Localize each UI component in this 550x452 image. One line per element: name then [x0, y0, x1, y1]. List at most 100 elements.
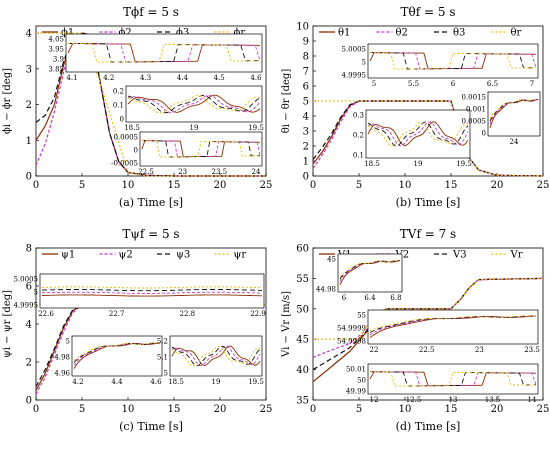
- inset-x-tick-label: 4.6: [150, 378, 162, 386]
- y-tick-label: 40: [296, 365, 309, 376]
- inset-series-line: [68, 43, 261, 63]
- inset-y-tick-label: 4.9995: [14, 302, 39, 310]
- plot-area-frame: [312, 247, 544, 401]
- inset-x-tick-label: 4.2: [103, 74, 114, 82]
- inset-x-tick-label: 22.9: [250, 310, 266, 318]
- x-tick-label: 10: [399, 404, 412, 415]
- inset-y-tick-label: 0.001: [466, 106, 486, 114]
- x-tick-label: 25: [537, 180, 550, 191]
- y-tick-label: 5: [303, 97, 309, 108]
- inset-x-tick-label: 19.5: [456, 160, 472, 168]
- y-axis-label: Vi − Vr [m/s]: [281, 291, 292, 358]
- y-tick-label: 1: [303, 157, 309, 168]
- inset-x-tick-label: 14: [528, 396, 537, 404]
- inset-series-line: [339, 260, 401, 280]
- inset-y-tick-label: -0.0005: [111, 160, 138, 168]
- y-tick-label: 4: [26, 29, 32, 40]
- y-tick-label: 55: [296, 274, 309, 285]
- legend-label: Vr: [510, 250, 523, 261]
- inset-x-tick-label: 19.5: [248, 378, 264, 386]
- y-tick-label: 2: [26, 100, 32, 111]
- inset-x-tick-label: 12.5: [406, 396, 422, 404]
- y-tick-label: 35: [296, 396, 309, 407]
- inset-x-tick-label: 23: [178, 168, 187, 176]
- inset-1: 6 6.4 6.8 45 44.98: [316, 253, 403, 302]
- inset-1: 4.1 4.2 4.3 4.4 4.5 4.6 4.05 3.95 3.9 3.85: [48, 33, 263, 82]
- inset-y-tick-label: 0.0015: [462, 94, 487, 102]
- inset-y-tick-label: 49.99: [346, 388, 366, 396]
- inset-y-tick-label: 3.9: [53, 56, 64, 64]
- inset-series-line: [171, 345, 261, 367]
- inset-series-line: [370, 52, 537, 70]
- inset-series-line: [367, 121, 469, 147]
- inset-2: 22 22.5 23 23.5 55 54.9999 54.9998: [337, 309, 540, 354]
- inset-y-tick-label: 0.2: [113, 88, 124, 96]
- x-tick-label: 5: [79, 404, 85, 415]
- inset-x-tick-label: 19: [190, 124, 199, 132]
- x-axis-label: (a) Time [s]: [119, 196, 183, 209]
- inset-series-line: [171, 346, 261, 367]
- legend-label: ψr: [234, 250, 247, 261]
- inset-y-tick-label: 0: [134, 147, 138, 155]
- inset-y-tick-label: 3.85: [48, 66, 64, 74]
- inset-series-line: [127, 94, 261, 113]
- x-tick-label: 15: [445, 180, 458, 191]
- inset-x-tick-label: 23: [475, 346, 484, 354]
- y-tick-label: 8: [26, 244, 32, 255]
- inset-y-tick-label: 5.0005: [342, 46, 367, 54]
- inset-series-line: [369, 315, 537, 332]
- y-tick-label: 8: [303, 52, 309, 63]
- inset-frame: [367, 43, 539, 79]
- inset-x-tick-label: 6.4: [364, 294, 376, 302]
- chart-title: Tϕf = 5 s: [123, 5, 179, 19]
- inset-x-tick-label: 19: [212, 378, 221, 386]
- x-tick-label: 25: [260, 180, 273, 191]
- inset-y-tick-label: 0: [482, 130, 486, 138]
- inset-x-tick-label: 4.5: [214, 74, 225, 82]
- y-tick-label: 10: [296, 22, 309, 33]
- y-tick-label: 4: [26, 320, 32, 331]
- inset-frame: [39, 273, 265, 309]
- y-axis-label: ϕi − ϕr [deg]: [2, 68, 13, 134]
- inset-y-tick-label: 44.98: [316, 286, 336, 294]
- inset-x-tick-label: 22.5: [138, 168, 154, 176]
- inset-x-tick-label: 18.5: [124, 124, 140, 132]
- x-axis-label: (c) Time [s]: [119, 420, 183, 433]
- inset-y-tick-label: 5.0005: [14, 276, 39, 284]
- x-tick-label: 20: [491, 404, 504, 415]
- x-tick-label: 0: [310, 404, 316, 415]
- legend-label: ψ1: [61, 250, 75, 261]
- x-tick-label: 15: [168, 180, 181, 191]
- inset-x-tick-label: 22: [370, 346, 379, 354]
- inset-y-tick-label: 4.96: [54, 370, 70, 378]
- inset-x-tick-label: 4.4: [177, 74, 189, 82]
- y-tick-label: 2: [26, 358, 32, 369]
- inset-x-tick-label: 4.2: [72, 378, 83, 386]
- inset-x-tick-label: 24: [510, 138, 519, 146]
- inset-x-tick-label: 18.5: [168, 378, 184, 386]
- legend-label: θ2: [396, 28, 408, 39]
- inset-series-line: [369, 371, 537, 387]
- x-tick-label: 15: [445, 404, 458, 415]
- inset-y-tick-label: 5: [362, 59, 366, 67]
- inset-frame: [367, 309, 539, 345]
- inset-y-tick-label: 4.05: [48, 36, 64, 44]
- inset-x-tick-label: 19.5: [248, 124, 264, 132]
- inset-series-line: [367, 121, 469, 147]
- chart-title: TVf = 7 s: [400, 227, 456, 241]
- inset-x-tick-label: 4.1: [66, 74, 77, 82]
- legend-label: ψ3: [176, 250, 190, 261]
- inset-2: 18.5 19 19.5 0.2 0.1 0: [113, 85, 264, 132]
- inset-x-tick-label: 13: [449, 396, 458, 404]
- inset-y-tick-label: 54.9998: [337, 338, 366, 346]
- inset-series-line: [73, 342, 161, 361]
- y-tick-label: 0: [26, 172, 32, 183]
- legend-label: ϕ3: [176, 28, 189, 39]
- inset-y-tick-label: 50: [357, 377, 366, 385]
- inset-series-line: [41, 291, 263, 294]
- chart-panel-d: TVf = 7 s 0 5 10 15 20 25 35 40 45 50 55 60 (d) Time …: [281, 227, 549, 433]
- x-tick-label: 5: [79, 180, 85, 191]
- inset-3: 12 12.5 13 13.5 14 50.01 50 49.99: [346, 363, 539, 404]
- inset-frame: [139, 131, 263, 167]
